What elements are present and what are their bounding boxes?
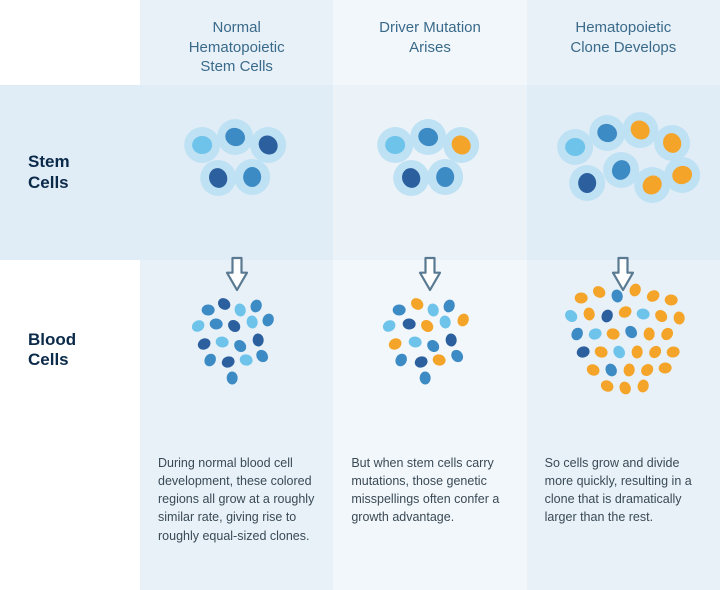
arrow-icon — [223, 254, 251, 296]
corner-blank — [0, 0, 140, 85]
caption-0: During normal blood cell development, th… — [140, 440, 333, 590]
caption-1-text: But when stem cells carry mutations, tho… — [351, 456, 499, 524]
caption-1: But when stem cells carry mutations, tho… — [333, 440, 526, 590]
row-label-blood: BloodCells — [0, 260, 140, 440]
caption-2-text: So cells grow and divide more quickly, r… — [545, 456, 692, 524]
col-header-1: Driver MutationArises — [333, 0, 526, 85]
col-header-1-text: Driver MutationArises — [379, 19, 481, 56]
stem-cells-svg-1 — [333, 85, 526, 260]
col-header-0: NormalHematopoieticStem Cells — [140, 0, 333, 85]
stem-col0 — [140, 85, 333, 260]
arrow-icon — [609, 254, 637, 296]
col-header-0-text: NormalHematopoieticStem Cells — [189, 19, 285, 75]
caption-2: So cells grow and divide more quickly, r… — [527, 440, 720, 590]
row-label-blood-text: BloodCells — [28, 330, 76, 371]
col-header-2-text: HematopoieticClone Develops — [570, 19, 676, 56]
stem-col2 — [527, 85, 720, 260]
row-label-stem: StemCells — [0, 85, 140, 260]
row-label-stem-text: StemCells — [28, 152, 70, 193]
col-header-2: HematopoieticClone Develops — [527, 0, 720, 85]
blood-col1 — [333, 260, 526, 440]
caption-0-text: During normal blood cell development, th… — [158, 456, 314, 543]
stem-col1 — [333, 85, 526, 260]
arrow-icon — [416, 254, 444, 296]
infographic-grid: NormalHematopoieticStem Cells Driver Mut… — [0, 0, 720, 590]
stem-cells-svg-0 — [140, 85, 333, 260]
stem-cells-svg-2 — [527, 85, 720, 260]
caption-blank — [0, 440, 140, 590]
blood-col2 — [527, 260, 720, 440]
blood-col0 — [140, 260, 333, 440]
